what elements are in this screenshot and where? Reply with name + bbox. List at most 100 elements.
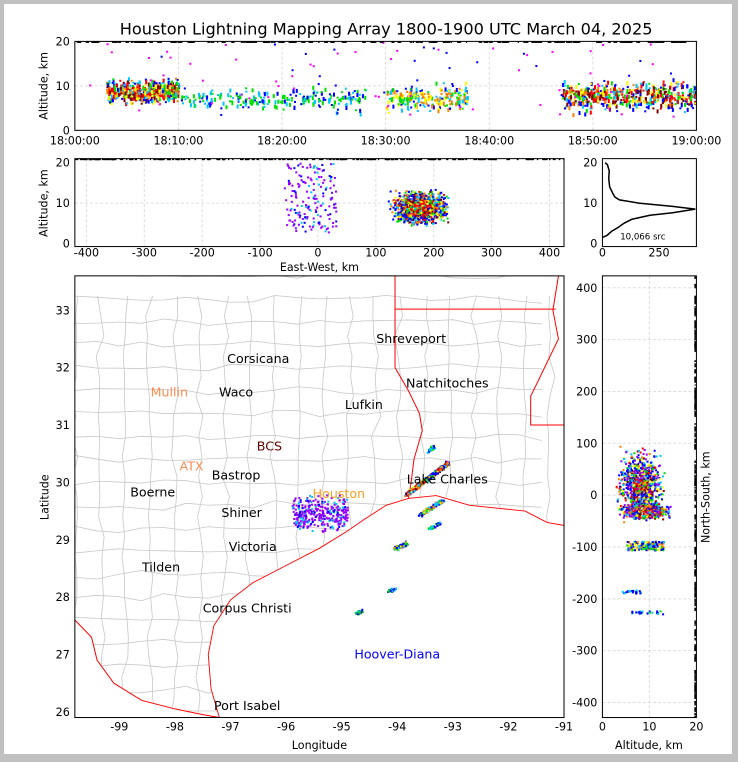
histogram-line [602,163,695,238]
source-point [287,163,289,165]
source-point [429,110,431,112]
source-point [315,211,317,213]
source-point [452,93,454,97]
source-point [624,101,626,103]
source-point [392,105,394,109]
source-point [636,91,638,93]
source-point [418,99,420,103]
source-point [325,189,327,191]
source-point [304,216,306,218]
source-point [294,106,296,108]
source-point [664,91,666,95]
source-point [407,493,409,495]
source-point [396,90,398,92]
source-point [431,507,433,509]
source-point [387,94,389,96]
source-point [189,99,191,103]
source-point [579,103,581,105]
source-point [449,98,451,100]
source-point [236,95,238,97]
source-point [645,83,647,87]
tick-label: 18:30:00 [361,134,411,147]
source-point [430,217,432,219]
source-point [318,176,320,178]
source-point [399,96,401,100]
source-point [631,91,633,95]
source-point [390,205,392,207]
source-point [663,83,665,87]
source-point [441,89,443,91]
source-point [220,114,222,116]
source-point [606,96,608,98]
source-point [305,204,307,206]
source-point [463,103,465,105]
source-point [635,99,637,103]
source-point [419,210,421,212]
source-point [295,95,297,97]
source-point [440,215,442,217]
source-point [324,225,326,227]
source-point [624,94,626,98]
source-point [159,95,161,97]
source-point [163,74,165,76]
source-point [364,89,366,91]
source-point [338,99,340,101]
source-point [295,230,297,232]
source-point [443,466,445,468]
source-point [390,590,392,592]
source-point [170,95,172,97]
source-point [316,198,318,200]
source-point [404,214,406,216]
source-point [387,105,389,107]
source-point [310,210,312,212]
source-point [675,103,677,105]
source-point [626,95,628,97]
source-point [657,101,659,103]
source-point [441,501,443,503]
source-point [684,111,686,113]
source-point [335,207,337,209]
source-point [396,204,398,206]
source-point [319,168,321,170]
source-point [390,91,392,95]
source-point [602,44,604,46]
source-point [320,215,322,217]
source-point [411,209,413,211]
source-point [159,93,161,95]
source-point [157,96,159,100]
source-point [329,187,331,189]
source-point [438,201,440,203]
source-point [648,102,650,104]
source-point [416,203,418,205]
source-point [665,104,667,108]
source-point [274,44,276,46]
source-point [354,98,356,100]
source-point [407,195,409,197]
source-point [288,99,290,101]
source-point [359,94,361,96]
source-point [564,85,566,87]
source-point [668,90,670,94]
source-point [691,95,693,99]
source-point [304,213,306,215]
source-point [448,90,450,92]
source-point [614,87,616,91]
source-point [446,211,448,213]
source-point [395,588,397,590]
source-point [412,191,414,193]
source-point [231,101,233,103]
source-point [427,91,429,93]
source-point [677,81,679,83]
source-point [414,204,416,206]
source-point [603,93,605,97]
source-point [604,108,606,110]
source-point [691,103,693,107]
source-point [689,89,691,93]
source-point [643,100,645,104]
source-point [646,94,648,96]
source-point [523,53,525,55]
source-point [657,109,659,113]
source-point [420,195,422,197]
source-point [108,96,110,100]
